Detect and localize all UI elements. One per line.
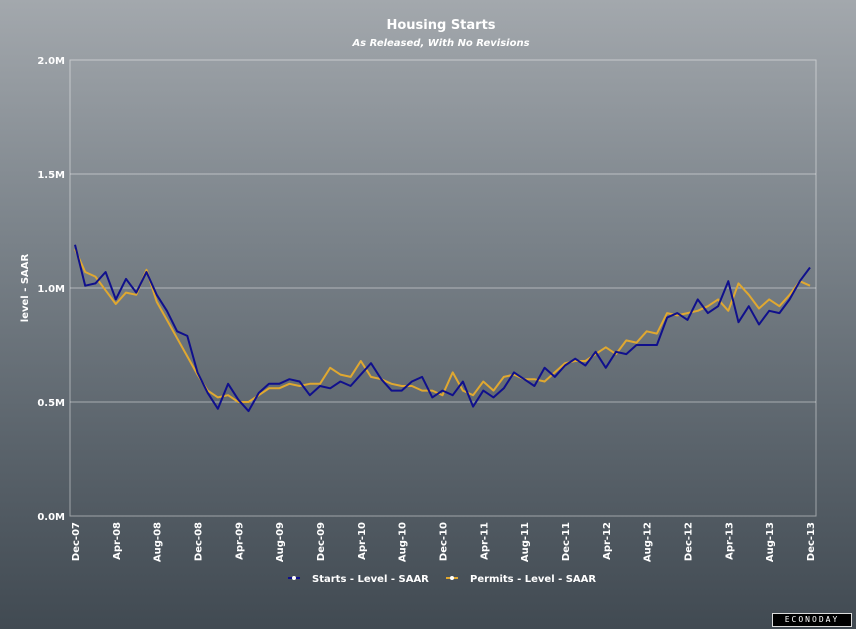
y-tick-label: 0.0M xyxy=(37,512,65,523)
y-tick-label: 1.5M xyxy=(37,170,65,181)
series-line-starts xyxy=(74,244,811,413)
legend-item-starts: Starts - Level - SAAR xyxy=(288,574,429,585)
x-tick-label: Apr-08 xyxy=(112,522,123,560)
y-tick-label: 1.0M xyxy=(37,284,65,295)
legend-label-permits: Permits - Level - SAAR xyxy=(470,574,596,585)
x-tick-label: Apr-09 xyxy=(234,522,245,560)
x-tick-label: Dec-11 xyxy=(561,522,572,561)
series-line-permits xyxy=(74,248,811,403)
x-tick-label: Apr-13 xyxy=(724,522,735,560)
plot-border xyxy=(69,59,817,517)
x-tick-label: Aug-11 xyxy=(520,522,531,562)
y-tick-label: 0.5M xyxy=(37,398,65,409)
plot-area xyxy=(69,59,817,517)
x-tick-label: Aug-09 xyxy=(275,522,286,562)
econoday-logo: ECONODAY xyxy=(772,613,852,627)
x-tick-label: Dec-07 xyxy=(71,522,82,561)
x-tick-label: Aug-10 xyxy=(398,522,409,562)
y-axis-label: level - SAAR xyxy=(20,253,31,322)
legend-marker-starts xyxy=(292,576,296,580)
x-tick-label: Apr-12 xyxy=(602,522,613,560)
x-tick-label: Aug-12 xyxy=(643,522,654,562)
x-tick-label: Aug-13 xyxy=(765,522,776,562)
x-tick-label: Dec-13 xyxy=(806,522,817,561)
x-axis-ticks: Dec-07 Apr-08 Aug-08 Dec-08 Apr-09 Aug-09 Dec-… xyxy=(71,522,817,562)
x-tick-label: Dec-08 xyxy=(194,522,205,561)
x-tick-label: Dec-09 xyxy=(316,522,327,561)
x-tick-label: Aug-08 xyxy=(153,522,164,562)
chart-title: Housing Starts xyxy=(386,18,495,33)
legend-label-starts: Starts - Level - SAAR xyxy=(312,574,429,585)
legend-item-permits: Permits - Level - SAAR xyxy=(446,574,596,585)
legend: Starts - Level - SAAR Permits - Level - … xyxy=(288,574,596,585)
x-tick-label: Dec-10 xyxy=(439,522,450,561)
legend-marker-permits xyxy=(450,576,454,580)
x-tick-label: Apr-11 xyxy=(479,522,490,560)
chart-subtitle: As Released, With No Revisions xyxy=(351,38,529,49)
x-tick-label: Apr-10 xyxy=(357,522,368,560)
x-tick-label: Dec-12 xyxy=(684,522,695,561)
y-tick-label: 2.0M xyxy=(37,56,65,67)
grid-lines xyxy=(70,173,816,403)
series-layer xyxy=(74,244,811,413)
y-axis-ticks: 0.0M 0.5M 1.0M 1.5M 2.0M xyxy=(37,56,65,523)
